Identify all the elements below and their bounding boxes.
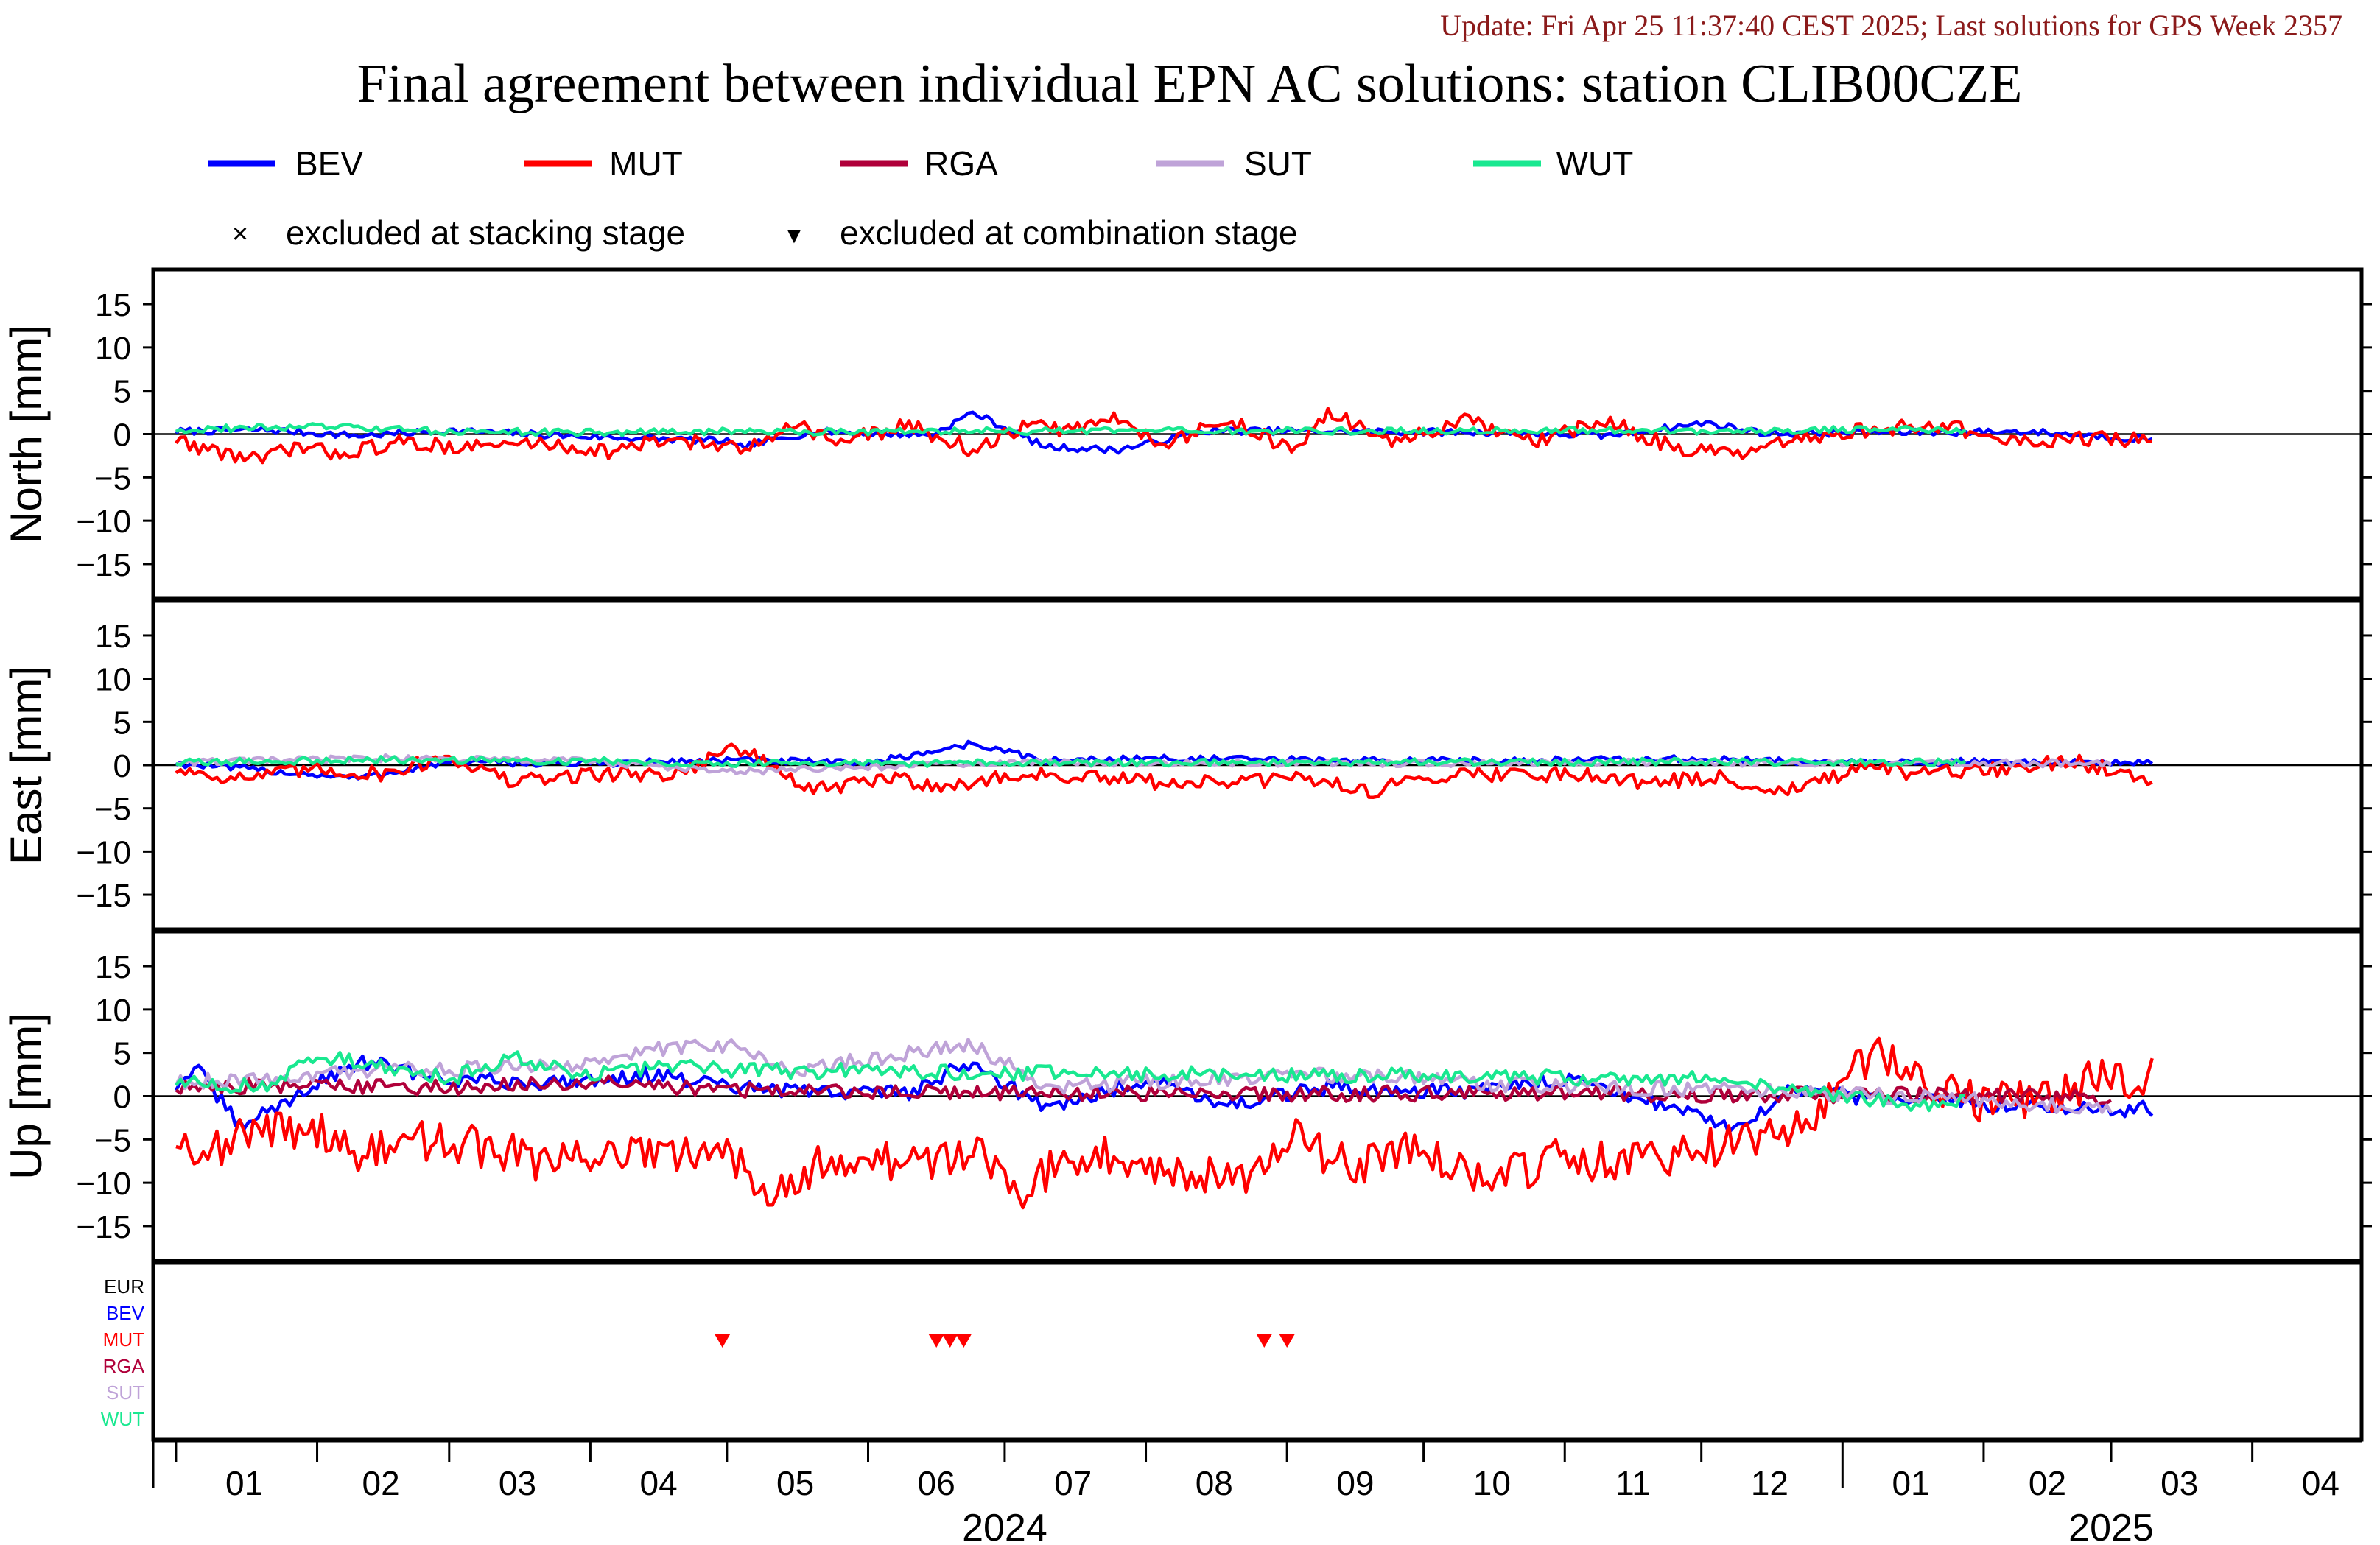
y-tick-label: 10 <box>95 993 131 1029</box>
series-line-wut <box>175 422 1967 437</box>
exclusion-row-label-bev: BEV <box>106 1302 145 1324</box>
y-tick-label: −5 <box>94 1122 131 1158</box>
x-tick-label: 03 <box>2160 1464 2198 1502</box>
x-tick-label: 04 <box>2302 1464 2339 1502</box>
y-tick-label: 0 <box>113 748 131 784</box>
legend-label-mut: MUT <box>609 144 683 183</box>
x-axis: 01 02 03 04 05 06 07 08 09 10 11 12 01 02 03 04 2024 2025 <box>152 1440 2362 1545</box>
x-tick-label: 12 <box>1751 1464 1788 1502</box>
series-line-rga <box>175 1074 2113 1106</box>
panel-up: 15 10 5 0 −5 −10 −15 Up [mm] <box>1 929 2372 1263</box>
x-tick-label: 01 <box>225 1464 263 1502</box>
legend-label-sut: SUT <box>1244 144 1312 183</box>
panel-east: 15 10 5 0 −5 −10 −15 East [mm] <box>1 599 2372 932</box>
y-tick-label: −10 <box>76 504 131 540</box>
panel-frame <box>151 599 2364 932</box>
y-tick-label: 5 <box>113 705 131 741</box>
excluded-marker <box>941 1334 958 1348</box>
y-tick-label: 0 <box>113 418 131 454</box>
series-line-wut <box>175 1050 1966 1113</box>
panel-north: 15 10 5 0 −5 −10 −15 North [mm] <box>1 267 2372 601</box>
x-tick-label: 01 <box>1892 1464 1929 1502</box>
series-line-mut <box>175 407 2152 465</box>
excluded-marker <box>955 1334 972 1348</box>
y-axis-label: Up [mm] <box>1 1013 51 1180</box>
y-tick-label: 5 <box>113 1036 131 1072</box>
y-tick-label: 0 <box>113 1080 131 1116</box>
legend-label-wut: WUT <box>1556 144 1634 183</box>
y-tick-label: −15 <box>76 1209 131 1245</box>
panel-frame <box>151 929 2364 1263</box>
x-tick-label: 03 <box>499 1464 536 1502</box>
panel-frame <box>151 267 2364 601</box>
x-year-label: 2025 <box>2068 1507 2154 1545</box>
x-tick-label: 06 <box>918 1464 955 1502</box>
series-line-wut <box>175 755 1966 769</box>
exclusion-row-label-mut: MUT <box>103 1328 144 1351</box>
legend: BEV MUT RGA SUT WUT × excluded at stacking sta… <box>208 144 1633 252</box>
excluded-marker <box>928 1334 945 1348</box>
exclusion-row-label-sut: SUT <box>106 1382 144 1404</box>
exclusion-row-label-wut: WUT <box>101 1408 144 1430</box>
y-tick-label: −5 <box>94 792 131 828</box>
y-tick-label: −15 <box>76 878 131 914</box>
x-tick-label: 02 <box>362 1464 399 1502</box>
update-text: Update: Fri Apr 25 11:37:40 CEST 2025; L… <box>1440 9 2342 42</box>
excluded-marker <box>1256 1334 1273 1348</box>
exclusion-row-label-rga: RGA <box>103 1355 145 1377</box>
legend-marker-symbol-0: × <box>232 219 248 250</box>
y-axis-label: North [mm] <box>1 325 51 543</box>
exclusion-row-label-eur: EUR <box>104 1275 144 1298</box>
chart-title: Final agreement between individual EPN A… <box>357 54 2023 114</box>
excluded-marker <box>1279 1334 1296 1348</box>
exclusions-frame <box>151 1261 2364 1442</box>
exclusions-panel: EUR BEV MUT RGA SUT WUT <box>101 1261 2364 1442</box>
excluded-marker <box>714 1334 731 1348</box>
x-year-label: 2024 <box>962 1507 1047 1545</box>
legend-marker-symbol-1: ▼ <box>783 224 805 248</box>
y-tick-label: 10 <box>95 331 131 367</box>
series-line-mut <box>175 1036 2154 1210</box>
y-tick-label: −10 <box>76 834 131 870</box>
x-tick-label: 09 <box>1336 1464 1374 1502</box>
y-tick-label: 15 <box>95 619 131 655</box>
panels: 15 10 5 0 −5 −10 −15 North [mm] 15 10 5 0 −5 −10 −15 Ea… <box>1 267 2372 1263</box>
legend-label-bev: BEV <box>295 144 363 183</box>
y-axis-label: East [mm] <box>1 666 51 865</box>
y-tick-label: −10 <box>76 1166 131 1202</box>
y-tick-label: 15 <box>95 287 131 323</box>
y-tick-label: 5 <box>113 374 131 410</box>
x-tick-label: 07 <box>1054 1464 1092 1502</box>
legend-label-rga: RGA <box>924 144 998 183</box>
x-tick-label: 11 <box>1615 1464 1651 1502</box>
legend-marker-label-0: excluded at stacking stage <box>286 214 685 252</box>
y-tick-label: −15 <box>76 547 131 583</box>
x-tick-label: 10 <box>1473 1464 1511 1502</box>
y-tick-label: 10 <box>95 662 131 698</box>
x-tick-label: 05 <box>776 1464 814 1502</box>
x-tick-label: 04 <box>640 1464 678 1502</box>
series-line-mut <box>175 742 2153 799</box>
legend-marker-label-1: excluded at combination stage <box>840 214 1297 252</box>
x-tick-label: 08 <box>1196 1464 1233 1502</box>
y-tick-label: 15 <box>95 949 131 985</box>
y-tick-label: −5 <box>94 460 131 496</box>
x-tick-label: 02 <box>2029 1464 2066 1502</box>
